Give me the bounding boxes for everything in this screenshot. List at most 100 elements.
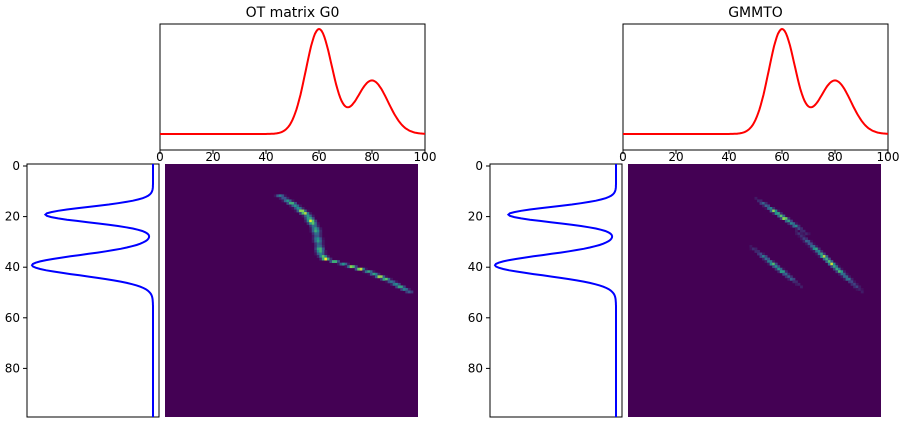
gmm-plan-cell <box>767 207 771 210</box>
gmm-plan-cell <box>830 265 834 269</box>
ot-plan-cell <box>319 247 323 251</box>
gmm-plan-cell <box>848 277 851 281</box>
ot-plan-cell <box>304 219 308 223</box>
gmm-plan-cell <box>822 255 826 258</box>
gmm-plan-cell <box>779 217 783 221</box>
gmm-plan-cell <box>800 227 803 231</box>
gmm-plan-cell <box>782 272 786 276</box>
ot-plan-cell <box>273 194 277 198</box>
gmm-plan-cell <box>858 285 862 289</box>
gmm-plan-cell <box>805 237 808 241</box>
ot-plan-cell <box>314 227 318 231</box>
gmm-plan-cell <box>853 285 857 289</box>
ot-plan-cell <box>301 209 305 213</box>
gmm-plan-cell <box>784 272 788 276</box>
ot-plan-cell <box>397 285 401 289</box>
gmm-plan-cell <box>840 272 844 276</box>
ot-plan-cell <box>311 219 315 223</box>
ot-plan-cell <box>278 194 282 198</box>
ot-plan-cell <box>395 280 399 284</box>
ot-plan-cell <box>319 239 323 243</box>
gmm-plan-cell <box>767 260 771 264</box>
gmm-plan-cell <box>794 222 798 226</box>
ot-plan-cell <box>349 265 353 269</box>
ot-plan-cell <box>309 217 313 221</box>
ot-plan-cell <box>314 229 318 233</box>
ot-plan-cell <box>311 224 315 228</box>
gmm-plan-cell <box>830 262 834 266</box>
ot-plan-cell <box>281 199 285 203</box>
gmm-plan-cell <box>815 252 819 256</box>
ot-plan-cell <box>314 237 318 241</box>
ot-plan-cell <box>314 252 318 256</box>
gmm-plan-cell <box>751 247 755 251</box>
gmm-plan-cell <box>764 255 768 258</box>
gmm-plan-cell <box>794 282 798 286</box>
ot-plan-cell <box>407 287 411 291</box>
ot-plan-cell <box>347 262 351 266</box>
gmm-plan-cell <box>777 267 781 271</box>
ot-plan-cell <box>354 267 358 271</box>
ot-plan-cell <box>286 201 290 205</box>
gmm-plan-cell <box>848 280 851 284</box>
y-tick-label: 20 <box>5 210 20 224</box>
y-tick-label: 60 <box>468 311 483 325</box>
ot-plan-cell <box>369 270 373 274</box>
gmm-plan-cell <box>810 242 814 246</box>
ot-plan-cell <box>316 237 320 241</box>
gmm-plan-cell <box>774 265 778 269</box>
ot-plan-cell <box>314 244 318 248</box>
gmm-plan-cell <box>802 229 806 233</box>
ot-plan-cell <box>359 267 363 271</box>
gmm-plan-cell <box>787 219 791 223</box>
ot-plan-cell <box>316 239 320 243</box>
gmm-plan-cell <box>754 247 758 251</box>
gmm-plan-cell <box>840 270 844 274</box>
gmm-plan-cell <box>782 267 786 271</box>
gmm-plan-cell <box>777 214 781 218</box>
ot-plan-cell <box>329 257 333 261</box>
gmm-plan-cell <box>860 290 864 294</box>
gmm-plan-cell <box>820 252 824 256</box>
ot-plan-cell <box>390 277 394 281</box>
ot-plan-cell <box>314 239 318 243</box>
gmm-plan-cell <box>769 262 773 266</box>
ot-plan-cell <box>357 267 361 271</box>
gmm-plan-cell <box>812 242 816 246</box>
ot-plan-cell <box>314 247 318 251</box>
ot-plan-cell <box>347 265 351 269</box>
ot-plan-cell <box>296 207 300 210</box>
ot-plan-cell <box>372 270 376 274</box>
gmm-plan-cell <box>754 196 758 200</box>
gmm-plan-cell <box>830 260 834 264</box>
gmm-plan-cell <box>817 252 821 256</box>
gmm-plan-cell <box>764 257 768 261</box>
gmm-plan-cell <box>800 285 803 289</box>
ot-plan-cell <box>385 280 388 284</box>
ot-plan-cell <box>395 285 399 289</box>
ot-plan-cell <box>374 272 378 276</box>
y-tick-label: 80 <box>468 361 483 375</box>
ot-plan-cell <box>314 219 318 223</box>
gmm-plan-cell <box>787 275 791 279</box>
gmm-plan-cell <box>779 267 783 271</box>
ot-plan-cell <box>311 227 315 231</box>
ot-plan-cell <box>329 260 333 264</box>
ot-plan-cell <box>316 229 320 233</box>
ot-plan-cell <box>319 234 323 238</box>
gmm-plan-cell <box>812 250 816 253</box>
gmm-plan-cell <box>820 250 824 253</box>
ot-plan-cell <box>321 250 325 253</box>
gmm-plan-cell <box>794 227 798 231</box>
gmm-plan-cell <box>835 265 839 269</box>
gmm-plan-cell <box>822 257 826 261</box>
ot-plan-cell <box>316 242 320 246</box>
gmm-plan-cell <box>779 212 783 215</box>
gmm-plan-cell <box>794 224 798 228</box>
ot-plan-cell <box>306 222 310 226</box>
ot-plan-cell <box>385 277 388 281</box>
ot-plan-cell <box>316 247 320 251</box>
gmm-plan-cell <box>807 232 811 236</box>
ot-plan-cell <box>314 250 318 253</box>
ot-plan-cell <box>294 207 297 210</box>
